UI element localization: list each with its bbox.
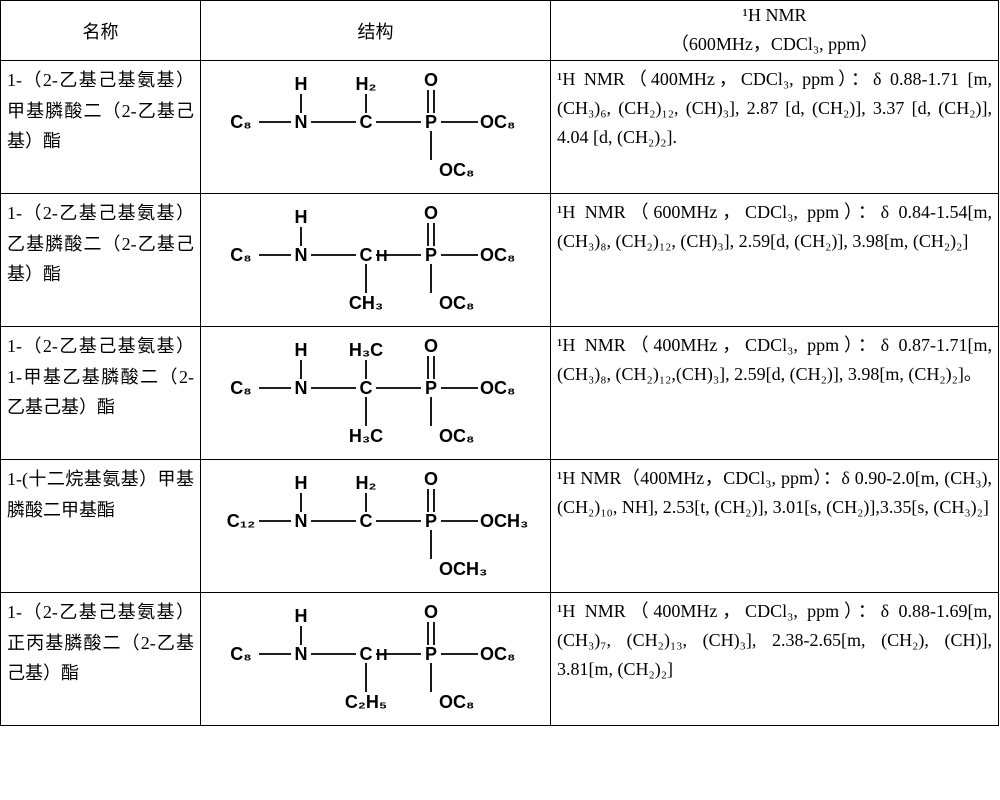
svg-text:H: H [294, 606, 307, 626]
svg-text:CH₃: CH₃ [348, 293, 382, 313]
svg-text:N: N [294, 112, 307, 132]
svg-text:H₃C: H₃C [348, 426, 382, 446]
svg-text:OCH₃: OCH₃ [439, 559, 487, 579]
svg-text:H: H [294, 207, 307, 227]
svg-text:C₈: C₈ [230, 644, 251, 664]
compound-name: 1-（2-乙基己基氨基）乙基膦酸二（2-乙基己基）酯 [1, 194, 201, 327]
compound-name: 1-(十二烷基氨基）甲基膦酸二甲基酯 [1, 460, 201, 593]
svg-text:OC₈: OC₈ [439, 426, 474, 446]
table-row: 1-(十二烷基氨基）甲基膦酸二甲基酯 C₁₂ NH C H₂ P O OCH₃ OCH₃ ¹H N… [1, 460, 999, 593]
svg-text:OC₈: OC₈ [480, 245, 515, 265]
svg-text:OC₈: OC₈ [439, 692, 474, 712]
header-nmr: ¹H NMR （600MHz，CDCl₃, ppm） [551, 1, 999, 61]
svg-text:C: C [359, 511, 372, 531]
svg-text:OC₈: OC₈ [480, 112, 515, 132]
svg-text:N: N [294, 378, 307, 398]
svg-text:C₁₂: C₁₂ [226, 511, 254, 531]
svg-text:C: C [359, 112, 372, 132]
svg-text:H₂: H₂ [355, 473, 376, 493]
svg-text:C: C [359, 245, 372, 265]
header-nmr-line2: （600MHz，CDCl₃, ppm） [557, 30, 992, 56]
svg-text:OC₈: OC₈ [480, 644, 515, 664]
svg-text:N: N [294, 644, 307, 664]
svg-text:H: H [294, 340, 307, 360]
compound-name: 1-（2-乙基己基氨基）1-甲基乙基膦酸二（2-乙基己基）酯 [1, 327, 201, 460]
svg-text:O: O [423, 469, 437, 489]
structure-diagram: C₈ NH C H₃C H₃C P O OC₈ OC₈ [201, 327, 551, 460]
table-header-row: 名称 结构 ¹H NMR （600MHz，CDCl₃, ppm） [1, 1, 999, 61]
table-row: 1-（2-乙基己基氨基）正丙基膦酸二（2-乙基己基）酯C₈NHCHC₂H₅POO… [1, 593, 999, 726]
svg-text:P: P [424, 245, 436, 265]
compound-name: 1-（2-乙基己基氨基）甲基膦酸二（2-乙基己基）酯 [1, 61, 201, 194]
svg-text:H₃C: H₃C [348, 340, 382, 360]
structure-diagram: C₈ NH C H₂ P O OC₈ OC₈ [201, 61, 551, 194]
nmr-data: ¹H NMR（400MHz，CDCl₃, ppm）：δ 0.90-2.0[m, … [551, 460, 999, 593]
svg-text:P: P [424, 112, 436, 132]
svg-text:OCH₃: OCH₃ [480, 511, 528, 531]
svg-text:H: H [294, 473, 307, 493]
svg-text:C₈: C₈ [230, 112, 251, 132]
svg-text:OC₈: OC₈ [439, 293, 474, 313]
svg-text:O: O [423, 70, 437, 90]
structure-diagram: C₁₂ NH C H₂ P O OCH₃ OCH₃ [201, 460, 551, 593]
nmr-data: ¹H NMR（600MHz，CDCl₃, ppm）：δ 0.84-1.54[m,… [551, 194, 999, 327]
svg-text:C₈: C₈ [230, 378, 251, 398]
svg-text:P: P [424, 511, 436, 531]
svg-text:H₂: H₂ [355, 74, 376, 94]
svg-text:C: C [359, 644, 372, 664]
compound-name: 1-（2-乙基己基氨基）正丙基膦酸二（2-乙基己基）酯 [1, 593, 201, 726]
svg-text:N: N [294, 511, 307, 531]
svg-text:C: C [359, 378, 372, 398]
table-row: 1-（2-乙基己基氨基）乙基膦酸二（2-乙基己基）酯C₈NHCHCH₃POOC₈… [1, 194, 999, 327]
nmr-data: ¹H NMR（400MHz，CDCl₃, ppm）：δ 0.88-1.69[m,… [551, 593, 999, 726]
nmr-data: ¹H NMR（400MHz，CDCl₃, ppm）：δ 0.87-1.71[m,… [551, 327, 999, 460]
svg-text:P: P [424, 378, 436, 398]
nmr-data: ¹H NMR（400MHz，CDCl₃, ppm）：δ 0.88-1.71 [m… [551, 61, 999, 194]
svg-text:OC₈: OC₈ [439, 160, 474, 180]
header-structure: 结构 [201, 1, 551, 61]
structure-diagram: C₈NHCHC₂H₅POOC₈OC₈ [201, 593, 551, 726]
header-nmr-line1: ¹H NMR [743, 5, 807, 25]
svg-text:N: N [294, 245, 307, 265]
svg-text:C₈: C₈ [230, 245, 251, 265]
header-name: 名称 [1, 1, 201, 61]
svg-text:H: H [376, 647, 388, 664]
svg-text:H: H [376, 248, 388, 265]
table-row: 1-（2-乙基己基氨基）1-甲基乙基膦酸二（2-乙基己基）酯 C₈ NH C H₃C H₃… [1, 327, 999, 460]
table-row: 1-（2-乙基己基氨基）甲基膦酸二（2-乙基己基）酯 C₈ NH C H₂ P O OC₈ OC… [1, 61, 999, 194]
svg-text:H: H [294, 74, 307, 94]
svg-text:OC₈: OC₈ [480, 378, 515, 398]
nmr-table: 名称 结构 ¹H NMR （600MHz，CDCl₃, ppm） 1-（2-乙基… [0, 0, 999, 726]
svg-text:C₂H₅: C₂H₅ [344, 692, 386, 712]
svg-text:O: O [423, 336, 437, 356]
svg-text:O: O [423, 203, 437, 223]
svg-text:P: P [424, 644, 436, 664]
structure-diagram: C₈NHCHCH₃POOC₈OC₈ [201, 194, 551, 327]
svg-text:O: O [423, 602, 437, 622]
